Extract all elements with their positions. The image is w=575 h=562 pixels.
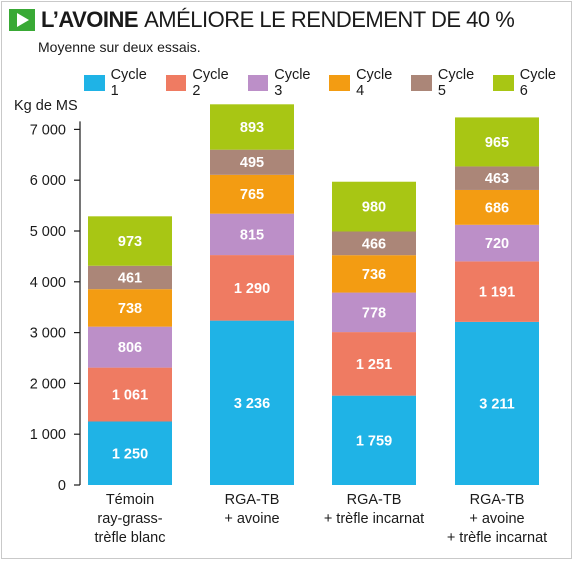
bar-segment-cycle-3 xyxy=(332,292,416,333)
data-label-cycle-1: 1 250 xyxy=(112,446,148,462)
legend-item-cycle-3: Cycle 3 xyxy=(247,67,320,99)
bar-segment-cycle-5 xyxy=(88,265,172,290)
y-axis-label: Kg de MS xyxy=(14,98,78,114)
data-label-cycle-3: 778 xyxy=(362,305,386,321)
legend-swatch xyxy=(329,75,351,91)
category-label: trèfle blanc xyxy=(95,530,166,546)
legend-item-cycle-1: Cycle 1 xyxy=(84,67,156,99)
data-label-cycle-3: 806 xyxy=(118,340,142,356)
data-label-cycle-4: 686 xyxy=(485,200,509,216)
bar-segment-cycle-4 xyxy=(88,289,172,327)
data-label-cycle-1: 3 211 xyxy=(479,396,515,412)
legend-label: Cycle 4 xyxy=(356,67,393,99)
data-label-cycle-2: 1 290 xyxy=(234,281,270,297)
y-tick-label: 2 000 xyxy=(30,376,66,392)
data-label-cycle-4: 736 xyxy=(362,267,386,283)
category-label: RGA-TB xyxy=(225,492,280,508)
data-label-cycle-4: 738 xyxy=(118,301,142,317)
bar-segment-cycle-1 xyxy=(88,421,172,485)
bar-segment-cycle-6 xyxy=(332,181,416,232)
chart-legend: Cycle 1 Cycle 2 Cycle 3 Cycle 4 Cycle 5 Cycle… xyxy=(84,67,575,99)
legend-item-cycle-4: Cycle 4 xyxy=(329,67,401,99)
category-label: + avoine xyxy=(469,511,524,527)
y-tick-label: 1 000 xyxy=(30,427,66,443)
bar-segment-cycle-2 xyxy=(455,261,539,322)
data-label-cycle-2: 1 191 xyxy=(479,285,515,301)
data-label-cycle-3: 720 xyxy=(485,236,509,252)
bar-segment-cycle-5 xyxy=(332,231,416,256)
category-label: RGA-TB xyxy=(470,492,525,508)
data-label-cycle-5: 461 xyxy=(118,270,142,286)
data-label-cycle-2: 1 061 xyxy=(112,388,148,404)
legend-label: Cycle 3 xyxy=(274,67,311,99)
data-label-cycle-2: 1 251 xyxy=(356,357,392,373)
bar-segment-cycle-4 xyxy=(210,174,294,214)
y-tick-label: 6 000 xyxy=(30,173,66,189)
data-label-cycle-5: 495 xyxy=(240,155,264,171)
bar-segment-cycle-2 xyxy=(210,255,294,321)
legend-swatch xyxy=(84,75,105,91)
data-label-cycle-3: 815 xyxy=(240,227,264,243)
data-label-cycle-6: 980 xyxy=(362,200,386,216)
bar-segment-cycle-2 xyxy=(88,367,172,422)
category-label: + avoine xyxy=(224,511,279,527)
bar-segment-cycle-5 xyxy=(455,166,539,190)
y-tick-label: 3 000 xyxy=(30,326,66,342)
chart-subtitle: Moyenne sur deux essais. xyxy=(38,39,201,55)
legend-swatch xyxy=(165,75,187,91)
legend-label: Cycle 6 xyxy=(519,67,556,99)
legend-label: Cycle 5 xyxy=(437,67,475,99)
bar-segment-cycle-1 xyxy=(210,320,294,485)
chart-title: L’AVOINE AMÉLIORE LE RENDEMENT DE 40 % xyxy=(9,6,515,34)
y-tick-label: 5 000 xyxy=(30,224,66,240)
data-label-cycle-5: 466 xyxy=(362,236,386,252)
legend-item-cycle-5: Cycle 5 xyxy=(411,67,483,99)
bar-segment-cycle-4 xyxy=(332,255,416,293)
category-label: Témoin xyxy=(106,492,154,508)
data-label-cycle-4: 765 xyxy=(240,187,264,203)
bar-segment-cycle-2 xyxy=(332,332,416,396)
category-label: ray-grass- xyxy=(97,511,162,527)
category-label: RGA-TB xyxy=(347,492,402,508)
data-label-cycle-1: 3 236 xyxy=(234,396,270,412)
legend-label: Cycle 1 xyxy=(110,67,147,99)
bar-segment-cycle-6 xyxy=(455,117,539,167)
legend-swatch xyxy=(493,75,514,91)
data-label-cycle-6: 973 xyxy=(118,234,142,250)
data-label-cycle-6: 893 xyxy=(240,120,264,136)
data-label-cycle-5: 463 xyxy=(485,171,509,187)
category-label: + trèfle incarnat xyxy=(324,511,424,527)
data-label-cycle-6: 965 xyxy=(485,135,509,151)
legend-swatch xyxy=(247,75,269,91)
data-label-cycle-1: 1 759 xyxy=(356,433,392,449)
bar-segment-cycle-3 xyxy=(210,213,294,256)
y-tick-label: 4 000 xyxy=(30,275,66,291)
y-tick-label: 0 xyxy=(58,478,66,494)
y-tick-label: 7 000 xyxy=(30,122,66,138)
legend-item-cycle-2: Cycle 2 xyxy=(165,67,238,99)
bar-segment-cycle-6 xyxy=(210,104,294,150)
bar-segment-cycle-3 xyxy=(88,326,172,368)
title-rest: AMÉLIORE LE RENDEMENT DE 40 % xyxy=(144,7,515,32)
bar-segment-cycle-6 xyxy=(88,216,172,266)
legend-label: Cycle 2 xyxy=(192,67,229,99)
bar-segment-cycle-1 xyxy=(455,321,539,485)
bar-segment-cycle-1 xyxy=(332,395,416,485)
play-triangle-icon xyxy=(9,9,35,31)
bar-segment-cycle-3 xyxy=(455,224,539,262)
legend-swatch xyxy=(411,75,432,91)
bar-segment-cycle-4 xyxy=(455,189,539,225)
title-bold: L’AVOINE xyxy=(41,7,139,32)
legend-item-cycle-6: Cycle 6 xyxy=(493,67,565,99)
bar-segment-cycle-5 xyxy=(210,149,294,175)
category-label: + trèfle incarnat xyxy=(447,530,547,546)
